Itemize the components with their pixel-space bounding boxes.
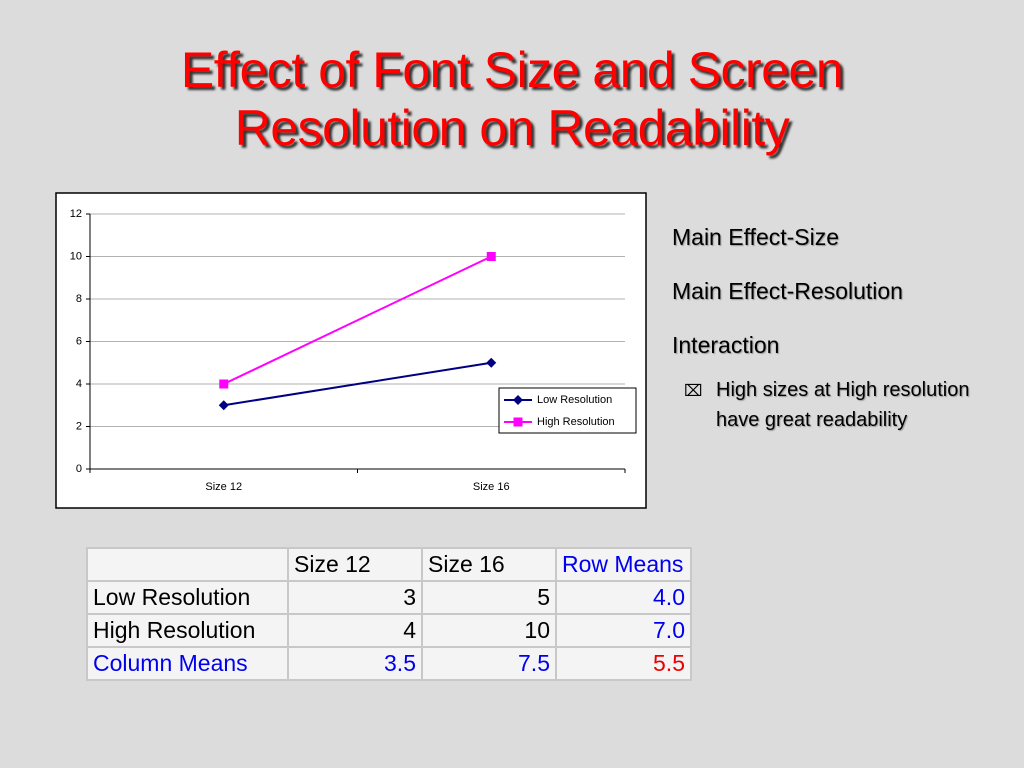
bullet: Interaction — [672, 332, 780, 358]
marker — [219, 379, 229, 389]
y-tick-label: 12 — [70, 208, 82, 220]
means-table: Size 12 Size 16 Row Means Low Resolution… — [86, 547, 692, 681]
table-cell: 5 — [421, 580, 557, 615]
table-cell: 10 — [421, 613, 557, 648]
title-line: Resolution on Readability — [234, 100, 790, 156]
legend-label: High Resolution — [537, 416, 615, 428]
sub-bullet: High sizes at High resolution — [716, 379, 970, 401]
table-header: Size 12 — [287, 547, 423, 582]
legend-marker — [513, 417, 523, 427]
table-cell: High Resolution — [86, 613, 289, 648]
table-row: Low Resolution 3 5 4.0 — [86, 580, 692, 615]
x-tick-label: Size 12 — [205, 481, 242, 493]
table-row: Column Means 3.5 7.5 5.5 — [86, 646, 692, 681]
title-line: Effect of Font Size and Screen — [180, 42, 844, 98]
table-cell: 3.5 — [287, 646, 423, 681]
legend-marker — [513, 395, 523, 405]
table-row: High Resolution 4 10 7.0 — [86, 613, 692, 648]
x-tick-label: Size 16 — [473, 481, 510, 493]
table-cell: 4.0 — [555, 580, 692, 615]
table-cell: 7.0 — [555, 613, 692, 648]
marker — [486, 252, 496, 261]
y-tick-label: 8 — [76, 293, 82, 305]
table-header: Row Means — [555, 547, 692, 582]
marker — [218, 400, 229, 411]
bullet: Main Effect-Resolution — [672, 278, 903, 304]
y-tick-label: 4 — [76, 378, 82, 390]
table-cell: 5.5 — [555, 646, 692, 681]
table-row: Size 12 Size 16 Row Means — [86, 547, 692, 582]
y-tick-label: 10 — [70, 250, 82, 262]
series-line — [223, 255, 492, 385]
bullet-icon: ⌧ — [684, 383, 703, 400]
marker — [486, 357, 497, 368]
y-tick-label: 2 — [76, 420, 82, 432]
table-cell: Column Means — [86, 646, 289, 681]
table-cell: 3 — [287, 580, 423, 615]
table-cell: 7.5 — [421, 646, 557, 681]
y-tick-label: 0 — [76, 463, 82, 475]
legend-label: Low Resolution — [537, 394, 612, 406]
series-line — [223, 361, 492, 407]
table-header: Size 16 — [421, 547, 557, 582]
table-cell: 4 — [287, 613, 423, 648]
chart-frame — [55, 192, 647, 509]
y-tick-label: 6 — [76, 335, 82, 347]
bullet: Main Effect-Size — [672, 224, 840, 250]
table-cell — [86, 547, 289, 582]
table-cell: Low Resolution — [86, 580, 289, 615]
sub-bullet: have great readability — [716, 409, 908, 431]
